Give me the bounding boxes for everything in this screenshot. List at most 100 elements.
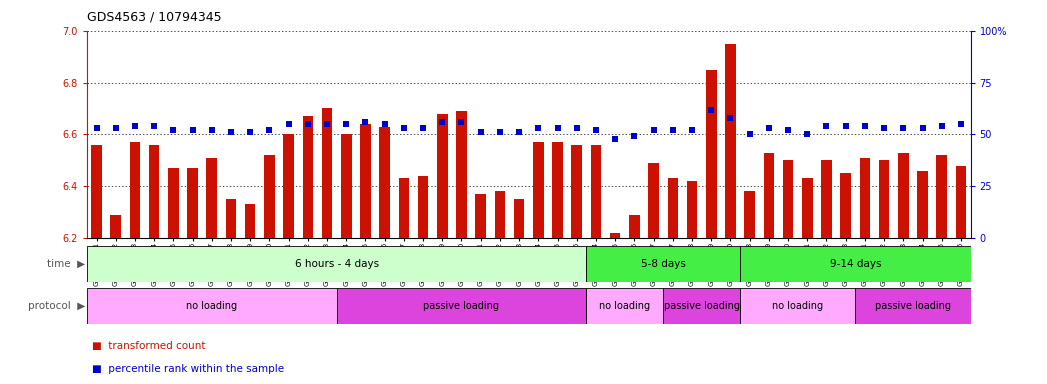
Point xyxy=(415,125,431,131)
Point xyxy=(953,121,970,127)
Point xyxy=(203,127,220,133)
Bar xyxy=(91,145,102,238)
Bar xyxy=(744,191,755,238)
Bar xyxy=(226,199,237,238)
Point xyxy=(799,131,816,137)
Point xyxy=(741,131,758,137)
Point xyxy=(338,121,355,127)
Bar xyxy=(418,176,428,238)
Bar xyxy=(855,288,971,324)
Point xyxy=(933,123,950,129)
Bar xyxy=(169,168,179,238)
Point xyxy=(433,119,450,125)
Point xyxy=(376,121,393,127)
Bar xyxy=(264,155,274,238)
Text: no loading: no loading xyxy=(772,301,823,311)
Bar xyxy=(533,142,543,238)
Point xyxy=(587,127,604,133)
Bar xyxy=(87,288,337,324)
Bar xyxy=(552,142,563,238)
Point xyxy=(760,125,777,131)
Point xyxy=(281,121,297,127)
Point xyxy=(895,125,912,131)
Text: passive loading: passive loading xyxy=(423,301,499,311)
Bar xyxy=(917,170,928,238)
Point xyxy=(511,129,528,136)
Point xyxy=(703,106,719,113)
Point xyxy=(357,119,374,125)
Bar xyxy=(572,145,582,238)
Text: no loading: no loading xyxy=(599,301,650,311)
Point xyxy=(914,125,931,131)
Point xyxy=(223,129,240,136)
Bar xyxy=(586,246,740,282)
Point xyxy=(684,127,700,133)
Bar xyxy=(706,70,716,238)
Point xyxy=(607,136,624,142)
Point xyxy=(875,125,892,131)
Bar xyxy=(303,116,313,238)
Bar xyxy=(898,152,909,238)
Point xyxy=(165,127,182,133)
Bar xyxy=(284,134,294,238)
Text: 9-14 days: 9-14 days xyxy=(829,259,882,269)
Text: ■  transformed count: ■ transformed count xyxy=(92,341,205,351)
Text: passive loading: passive loading xyxy=(875,301,951,311)
Bar xyxy=(187,168,198,238)
Bar xyxy=(130,142,140,238)
Bar xyxy=(475,194,486,238)
Point xyxy=(856,123,873,129)
Bar xyxy=(360,124,371,238)
Bar xyxy=(726,44,736,238)
Bar xyxy=(245,204,255,238)
Bar xyxy=(149,145,159,238)
Bar xyxy=(321,108,332,238)
Bar xyxy=(687,181,697,238)
Point xyxy=(453,119,470,125)
Point xyxy=(127,123,143,129)
Text: ■  percentile rank within the sample: ■ percentile rank within the sample xyxy=(92,364,285,374)
Point xyxy=(146,123,162,129)
Point xyxy=(780,127,797,133)
Point xyxy=(491,129,508,136)
Bar xyxy=(936,155,948,238)
Point xyxy=(88,125,105,131)
Point xyxy=(242,129,259,136)
Point xyxy=(626,133,643,139)
Bar xyxy=(648,163,659,238)
Point xyxy=(396,125,413,131)
Bar xyxy=(740,288,855,324)
Point xyxy=(645,127,662,133)
Bar xyxy=(956,166,966,238)
Text: protocol  ▶: protocol ▶ xyxy=(27,301,85,311)
Bar xyxy=(437,114,447,238)
Point xyxy=(184,127,201,133)
Point xyxy=(472,129,489,136)
Point xyxy=(818,123,834,129)
Bar xyxy=(860,158,870,238)
Point xyxy=(665,127,682,133)
Bar xyxy=(802,179,812,238)
Text: 6 hours - 4 days: 6 hours - 4 days xyxy=(294,259,379,269)
Bar xyxy=(610,233,621,238)
Point xyxy=(722,115,739,121)
Bar xyxy=(87,246,586,282)
Bar xyxy=(494,191,506,238)
Bar xyxy=(591,145,601,238)
Point xyxy=(530,125,547,131)
Bar xyxy=(379,127,389,238)
Bar xyxy=(763,152,774,238)
Point xyxy=(261,127,277,133)
Bar xyxy=(878,161,889,238)
Bar xyxy=(663,288,740,324)
Bar xyxy=(110,215,121,238)
Point xyxy=(550,125,566,131)
Text: time  ▶: time ▶ xyxy=(47,259,85,269)
Point xyxy=(108,125,125,131)
Bar xyxy=(337,288,586,324)
Bar xyxy=(668,179,678,238)
Text: passive loading: passive loading xyxy=(664,301,739,311)
Bar xyxy=(821,161,831,238)
Bar xyxy=(456,111,467,238)
Point xyxy=(838,123,854,129)
